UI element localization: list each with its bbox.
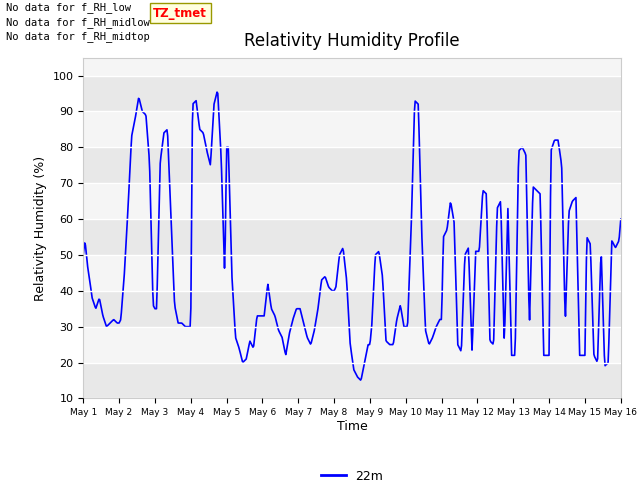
Bar [83,255,621,291]
Bar [83,111,621,147]
Text: TZ_tmet: TZ_tmet [153,7,207,20]
Bar [83,327,621,362]
Bar [83,183,621,219]
Legend: 22m: 22m [316,465,388,480]
Title: Relativity Humidity Profile: Relativity Humidity Profile [244,33,460,50]
X-axis label: Time: Time [337,420,367,433]
Bar [83,362,621,398]
Bar [83,75,621,111]
Y-axis label: Relativity Humidity (%): Relativity Humidity (%) [34,156,47,300]
Bar [83,147,621,183]
Text: No data for f_RH_low: No data for f_RH_low [6,2,131,13]
Text: No data for f_RH_midlow: No data for f_RH_midlow [6,17,150,28]
Text: No data for f_RH_midtop: No data for f_RH_midtop [6,31,150,42]
Bar [83,219,621,255]
Bar [83,291,621,327]
